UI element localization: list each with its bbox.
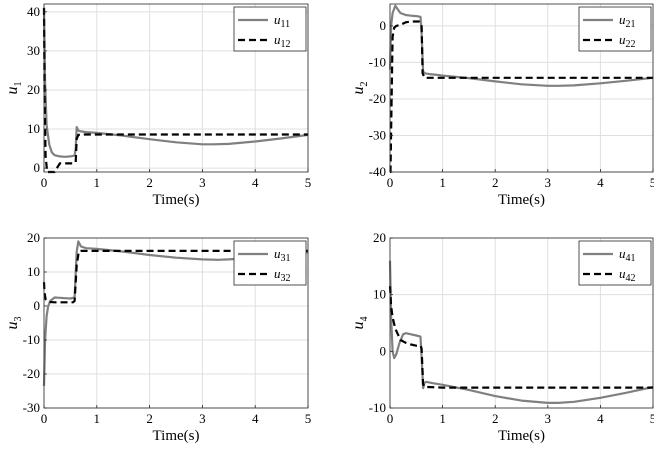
y-axis-label-subscript: 1	[13, 82, 24, 87]
x-tick-label: 1	[94, 411, 101, 426]
legend-entry-subscript: 21	[626, 19, 636, 30]
series-line-u11	[42, 7, 309, 158]
x-axis-label: Time(s)	[498, 428, 545, 444]
x-tick-label: 3	[199, 411, 206, 426]
y-tick-label: 0	[380, 343, 387, 358]
y-axis-label: u1	[4, 82, 24, 95]
y-tick-label: -10	[369, 54, 386, 69]
x-tick-label: 3	[199, 175, 206, 190]
legend-box	[233, 240, 307, 286]
x-tick-label: 5	[650, 411, 654, 426]
x-tick-label: 5	[305, 411, 312, 426]
y-tick-label: 40	[27, 4, 40, 19]
y-axis-label-subscript: 3	[13, 317, 24, 322]
y-tick-label: -10	[23, 332, 40, 347]
y-tick-label: 30	[27, 43, 40, 58]
x-tick-label: 1	[94, 175, 101, 190]
x-tick-label: 4	[597, 175, 604, 190]
x-tick-label: 2	[492, 411, 499, 426]
y-tick-label: 10	[27, 264, 40, 279]
y-tick-label: 0	[380, 18, 387, 33]
x-tick-label: 1	[439, 411, 446, 426]
y-tick-label: -30	[369, 127, 386, 142]
series-line-u42	[388, 286, 653, 389]
x-tick-label: 5	[305, 175, 312, 190]
x-tick-label: 3	[545, 175, 552, 190]
x-axis-label: Time(s)	[498, 192, 545, 208]
x-tick-label: 2	[146, 175, 153, 190]
x-tick-label: 0	[41, 411, 48, 426]
y-tick-label: 10	[27, 121, 40, 136]
y-tick-label: 20	[373, 230, 386, 245]
axes-frame	[43, 237, 309, 409]
y-axis-label: u3	[4, 317, 24, 330]
x-tick-label: 0	[387, 175, 394, 190]
x-tick-label: 4	[597, 411, 604, 426]
x-tick-label: 3	[545, 411, 552, 426]
legend-entry-subscript: 11	[281, 19, 291, 30]
legend-entry-subscript: 42	[626, 273, 636, 284]
series-line-u32	[42, 249, 308, 304]
x-axis-label: Time(s)	[153, 428, 200, 444]
y-axis-label-subscript: 2	[359, 82, 370, 87]
legend-entry-subscript: 22	[626, 39, 636, 50]
series-line-u21	[388, 4, 654, 87]
y-tick-label: 0	[34, 160, 41, 175]
legend-entry-subscript: 12	[281, 39, 291, 50]
y-tick-label: -10	[369, 400, 386, 415]
y-tick-label: 20	[27, 230, 40, 245]
legend-box	[233, 6, 307, 52]
y-tick-label: -40	[369, 164, 386, 179]
series-line-u22	[389, 20, 653, 174]
y-axis-label-subscript: 4	[359, 317, 370, 322]
legend-entry-subscript: 31	[281, 253, 291, 264]
x-tick-label: 1	[439, 175, 446, 190]
y-axis-label: u2	[350, 82, 370, 95]
y-tick-label: -30	[23, 400, 40, 415]
legend-box	[578, 240, 652, 286]
x-tick-label: 4	[252, 175, 259, 190]
legend-entry-subscript: 32	[281, 273, 291, 284]
y-tick-label: -20	[23, 366, 40, 381]
x-axis-label: Time(s)	[153, 192, 200, 208]
y-tick-label: 20	[27, 82, 40, 97]
axes-frame	[389, 237, 654, 409]
x-tick-label: 2	[492, 175, 499, 190]
x-tick-label: 2	[146, 411, 153, 426]
axes-frame	[43, 3, 309, 173]
axes-frame	[389, 3, 654, 173]
x-tick-label: 0	[41, 175, 48, 190]
x-tick-label: 5	[650, 175, 654, 190]
y-tick-label: 0	[34, 298, 41, 313]
y-axis-label: u4	[350, 317, 370, 330]
legend-box	[578, 6, 652, 52]
x-tick-label: 0	[387, 411, 394, 426]
x-tick-label: 4	[252, 411, 259, 426]
y-tick-label: -20	[369, 91, 386, 106]
legend-entry-subscript: 41	[626, 253, 636, 264]
y-tick-label: 10	[373, 287, 386, 302]
